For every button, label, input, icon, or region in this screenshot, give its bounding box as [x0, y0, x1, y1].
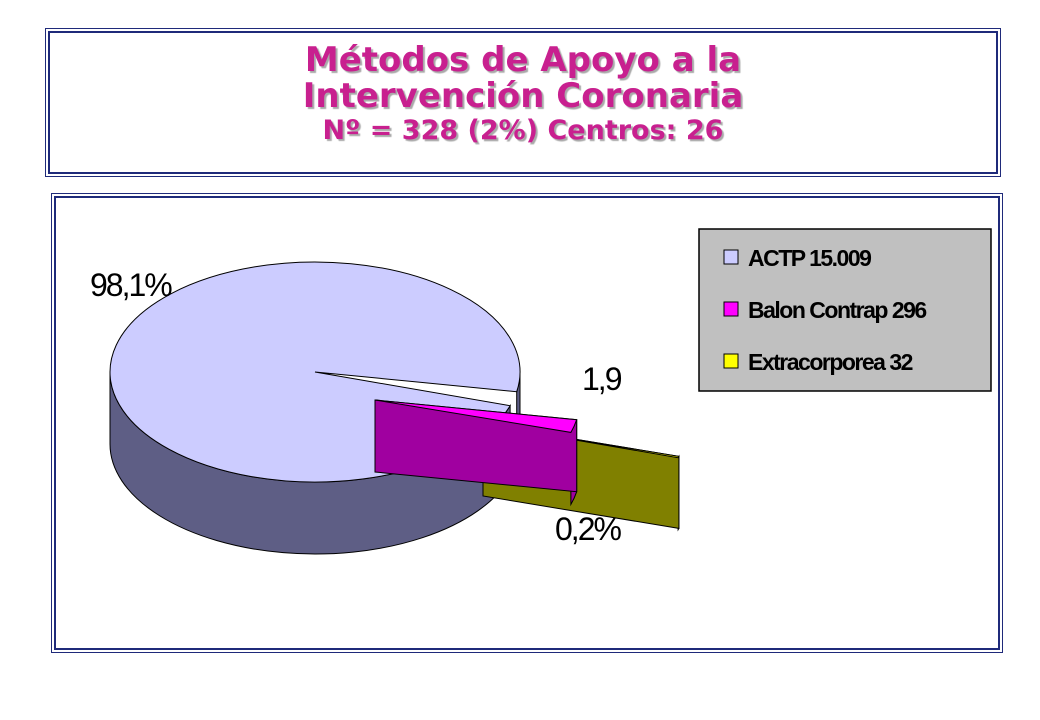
data-label-1: 98,1% [90, 267, 172, 303]
pie-slice-2 [374, 399, 578, 507]
chart-subtitle: Nº = 328 (2%) Centros: 26 [322, 115, 724, 146]
legend-swatch [723, 353, 739, 369]
legend-label: ACTP 15.009 [748, 245, 871, 271]
legend-item-2: Balon Contrap 296 [723, 297, 928, 323]
legend-label: Extracorporea 32 [748, 349, 913, 375]
chart-frame [51, 193, 1003, 653]
chart-title-line-2: Intervención Coronaria [302, 76, 744, 116]
data-label-3: 0,2% [555, 511, 621, 547]
legend-item-1: ACTP 15.009 [723, 245, 873, 271]
title-box: Métodos de Apoyo a la Intervención Coron… [45, 28, 1001, 177]
legend-swatch [723, 249, 739, 265]
legend-swatch [723, 301, 739, 317]
data-label-2: 1,9 [582, 361, 622, 397]
legend-box [698, 228, 992, 392]
legend-label: Balon Contrap 296 [748, 297, 926, 323]
legend: ACTP 15.009 Balon Contrap 296 Extracorpore… [698, 228, 992, 392]
chart-title-line-1: Métodos de Apoyo a la [304, 40, 742, 80]
pie-slice-top [374, 399, 578, 433]
legend-item-3: Extracorporea 32 [723, 349, 914, 375]
